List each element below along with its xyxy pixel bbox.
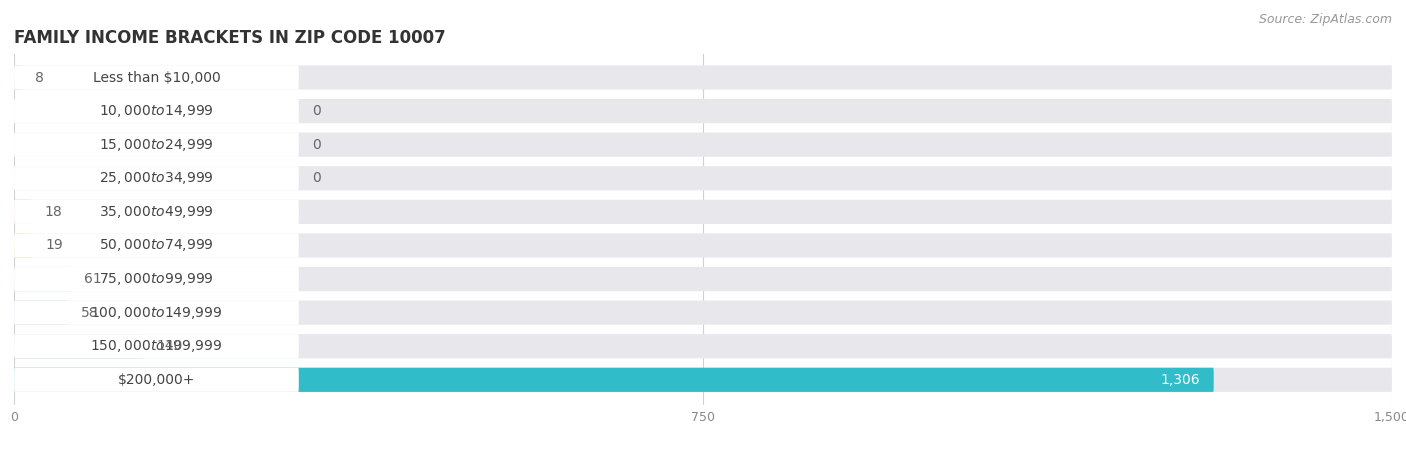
FancyBboxPatch shape bbox=[14, 368, 1392, 392]
Text: 0: 0 bbox=[312, 104, 322, 118]
Text: $150,000 to $199,999: $150,000 to $199,999 bbox=[90, 338, 222, 354]
FancyBboxPatch shape bbox=[14, 267, 299, 291]
FancyBboxPatch shape bbox=[14, 65, 299, 90]
Text: $10,000 to $14,999: $10,000 to $14,999 bbox=[98, 103, 214, 119]
Text: $15,000 to $24,999: $15,000 to $24,999 bbox=[98, 137, 214, 153]
FancyBboxPatch shape bbox=[14, 166, 1392, 190]
Text: $200,000+: $200,000+ bbox=[118, 373, 195, 387]
Text: Source: ZipAtlas.com: Source: ZipAtlas.com bbox=[1258, 14, 1392, 27]
FancyBboxPatch shape bbox=[14, 65, 21, 90]
FancyBboxPatch shape bbox=[14, 301, 1392, 325]
Text: $35,000 to $49,999: $35,000 to $49,999 bbox=[98, 204, 214, 220]
FancyBboxPatch shape bbox=[14, 65, 1392, 90]
FancyBboxPatch shape bbox=[14, 301, 299, 325]
FancyBboxPatch shape bbox=[14, 133, 1392, 157]
FancyBboxPatch shape bbox=[14, 368, 1213, 392]
FancyBboxPatch shape bbox=[14, 267, 1392, 291]
Text: FAMILY INCOME BRACKETS IN ZIP CODE 10007: FAMILY INCOME BRACKETS IN ZIP CODE 10007 bbox=[14, 29, 446, 47]
FancyBboxPatch shape bbox=[14, 301, 67, 325]
FancyBboxPatch shape bbox=[14, 200, 1392, 224]
FancyBboxPatch shape bbox=[14, 234, 31, 257]
FancyBboxPatch shape bbox=[14, 334, 1392, 358]
FancyBboxPatch shape bbox=[14, 234, 299, 257]
Text: 1,306: 1,306 bbox=[1160, 373, 1199, 387]
Text: 8: 8 bbox=[35, 71, 44, 85]
FancyBboxPatch shape bbox=[14, 368, 299, 392]
FancyBboxPatch shape bbox=[14, 99, 1392, 123]
Text: $75,000 to $99,999: $75,000 to $99,999 bbox=[98, 271, 214, 287]
Text: 0: 0 bbox=[312, 138, 322, 152]
FancyBboxPatch shape bbox=[14, 166, 299, 190]
Text: 58: 58 bbox=[82, 306, 98, 320]
Text: 61: 61 bbox=[84, 272, 101, 286]
Text: 0: 0 bbox=[312, 171, 322, 185]
FancyBboxPatch shape bbox=[14, 99, 299, 123]
Text: 18: 18 bbox=[45, 205, 62, 219]
FancyBboxPatch shape bbox=[14, 334, 142, 358]
FancyBboxPatch shape bbox=[14, 334, 299, 358]
Text: $50,000 to $74,999: $50,000 to $74,999 bbox=[98, 238, 214, 253]
FancyBboxPatch shape bbox=[14, 200, 31, 224]
FancyBboxPatch shape bbox=[14, 133, 299, 157]
Text: 19: 19 bbox=[45, 238, 63, 252]
Text: Less than $10,000: Less than $10,000 bbox=[93, 71, 221, 85]
Text: 140: 140 bbox=[156, 339, 183, 353]
FancyBboxPatch shape bbox=[14, 267, 70, 291]
Text: $25,000 to $34,999: $25,000 to $34,999 bbox=[98, 170, 214, 186]
FancyBboxPatch shape bbox=[14, 200, 299, 224]
FancyBboxPatch shape bbox=[14, 234, 1392, 257]
Text: $100,000 to $149,999: $100,000 to $149,999 bbox=[90, 305, 222, 321]
